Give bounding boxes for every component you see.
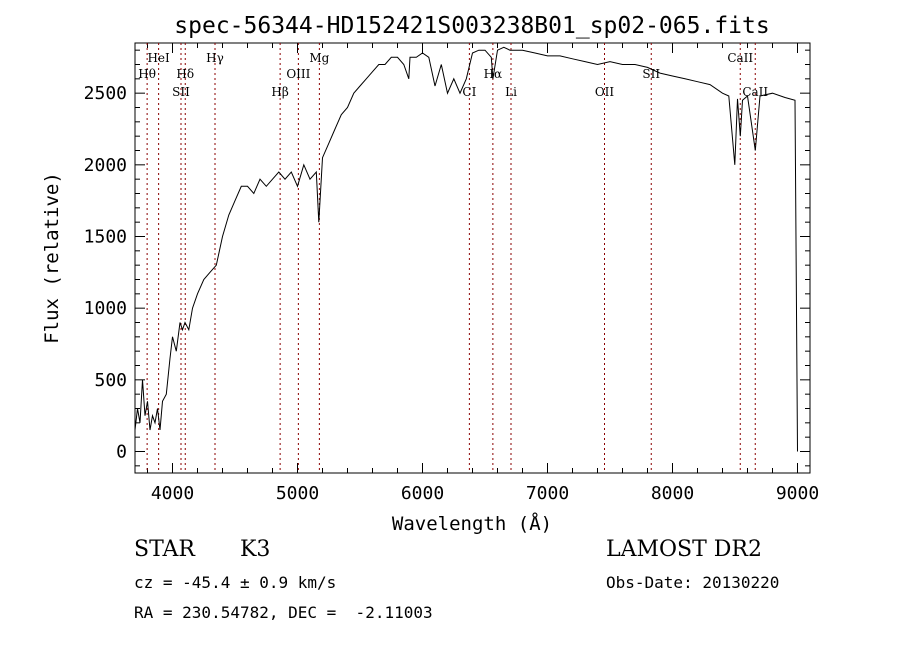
y-tick-label: 500 — [94, 370, 127, 391]
observation-date: Obs-Date: 20130220 — [606, 573, 780, 592]
redshift-cz: cz = -45.4 ± 0.9 km/s — [134, 573, 337, 592]
chart-title: spec-56344-HD152421S003238B01_sp02-065.f… — [174, 13, 769, 39]
spectral-line-label: Li — [505, 85, 517, 99]
spectral-subclass: K3 — [240, 537, 271, 562]
y-tick-label: 0 — [116, 442, 127, 463]
survey-name: LAMOST DR2 — [606, 537, 762, 562]
spectral-line-label: Hδ — [176, 67, 194, 81]
x-tick-label: 4000 — [151, 483, 194, 504]
spectral-line-label: SII — [642, 67, 660, 81]
spectral-line-label: Hθ — [138, 67, 156, 81]
spectral-line-label: OII — [595, 85, 615, 99]
spectral-line-label: OIII — [286, 67, 310, 81]
x-tick-label: 8000 — [651, 483, 694, 504]
spectral-line-label: Hβ — [271, 85, 288, 99]
y-tick-label: 1000 — [84, 298, 127, 319]
y-tick-label: 2000 — [84, 155, 127, 176]
x-tick-label: 9000 — [776, 483, 819, 504]
y-axis-label: Flux (relative) — [41, 172, 63, 344]
spectrum-series — [134, 46, 798, 452]
spectrum-line — [134, 46, 798, 452]
plot-frame — [134, 42, 811, 474]
x-tick-label: 5000 — [276, 483, 319, 504]
spectral-line-label: SII — [172, 85, 190, 99]
object-type: STAR — [134, 537, 195, 562]
x-tick-label: 7000 — [526, 483, 569, 504]
spectral-line-label: CI — [462, 85, 476, 99]
x-axis-label: Wavelength (Å) — [392, 512, 552, 535]
spectral-line-label: Hγ — [206, 51, 224, 65]
y-tick-label: 1500 — [84, 227, 127, 248]
spectral-line-label: Mg — [309, 51, 329, 65]
coordinates: RA = 230.54782, DEC = -2.11003 — [134, 603, 433, 622]
axis-ticks: 4000 5000 6000 7000 8000 9000 0 500 1000 1500 2000… — [84, 43, 819, 504]
y-tick-label: 2500 — [84, 83, 127, 104]
spectral-line-label: CaII — [727, 51, 753, 65]
x-tick-label: 6000 — [401, 483, 444, 504]
spectral-line-label: HeI — [147, 51, 170, 65]
